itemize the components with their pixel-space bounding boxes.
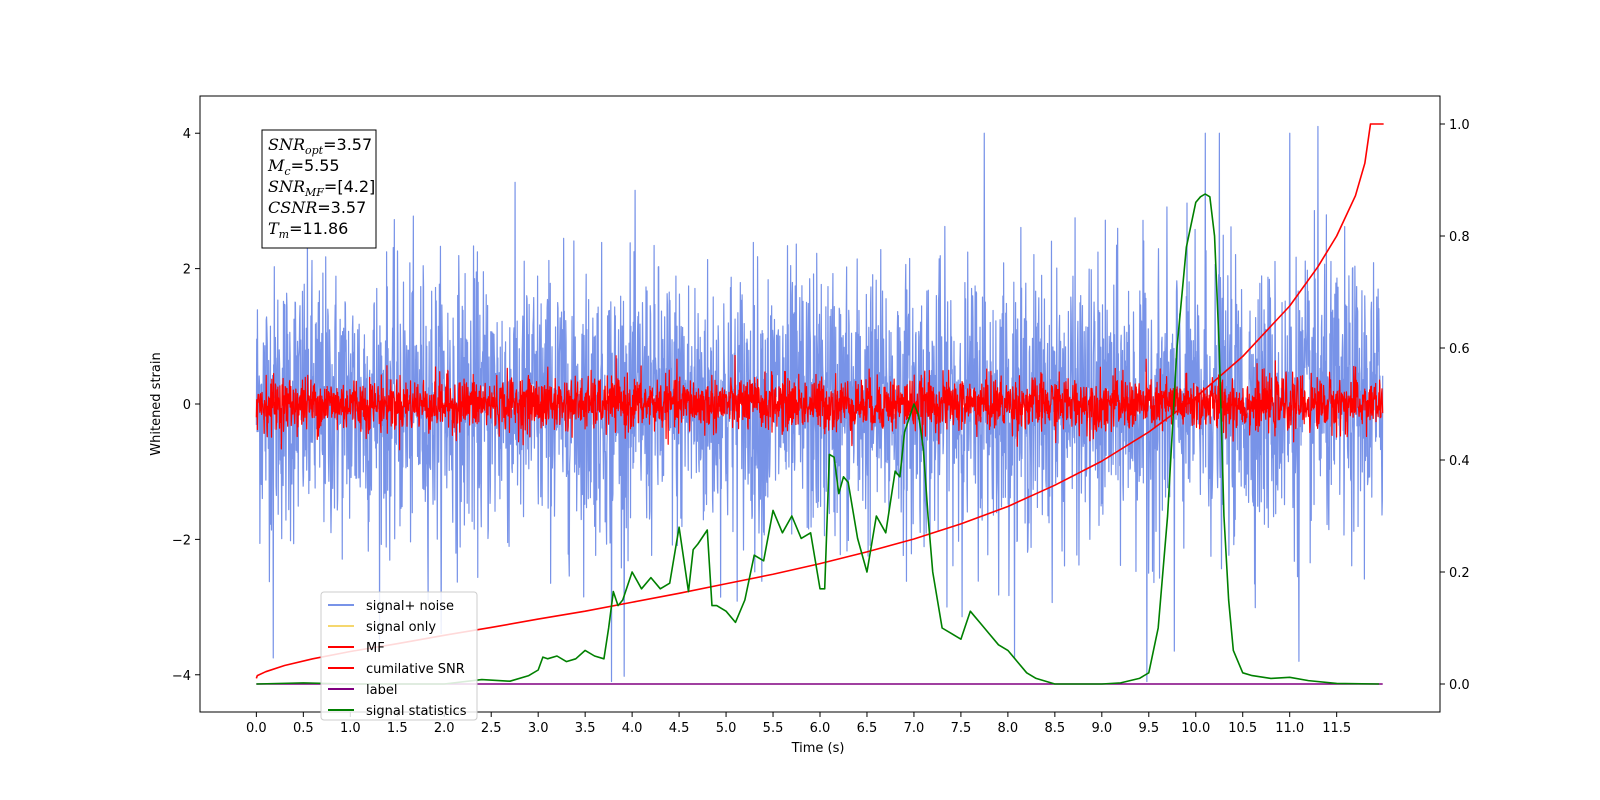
info-var: SNR [268, 135, 305, 154]
y-tick-label: 4 [183, 127, 191, 142]
series-mf [255, 354, 1384, 451]
x-tick-label: 11.5 [1322, 721, 1351, 736]
y-right-tick-label: 0.0 [1449, 678, 1470, 693]
x-tick-label: 5.0 [716, 721, 737, 736]
y-tick-label: 0 [183, 398, 191, 413]
info-sub: opt [305, 144, 324, 157]
y-right-tick-label: 1.0 [1449, 118, 1470, 133]
x-tick-label: 3.5 [575, 721, 596, 736]
info-line: Mc=5.55 [267, 156, 340, 178]
info-var: CSNR [268, 198, 317, 217]
x-tick-label: 0.5 [293, 721, 314, 736]
y-axis-label: Whitened strain [149, 352, 164, 455]
y-right-tick-label: 0.4 [1449, 454, 1470, 469]
info-sub: m [279, 228, 289, 241]
x-tick-label: 1.5 [387, 721, 408, 736]
x-tick-label: 6.5 [857, 721, 878, 736]
x-tick-label: 9.0 [1091, 721, 1112, 736]
x-axis: 0.0 0.5 1.0 1.5 2.0 2.5 3.0 3.5 4.0 4.5 5.0 5.5 6.0 6… [246, 712, 1351, 736]
x-tick-label: 10.5 [1228, 721, 1257, 736]
x-tick-label: 11.0 [1275, 721, 1304, 736]
info-value: =11.86 [289, 219, 348, 238]
x-tick-label: 4.0 [622, 721, 643, 736]
x-tick-label: 7.5 [951, 721, 972, 736]
legend-label: label [366, 683, 397, 698]
y-right-tick-label: 0.8 [1449, 230, 1470, 245]
info-var: T [268, 219, 280, 238]
info-line: SNRopt=3.57 [268, 135, 372, 157]
x-tick-label: 1.0 [340, 721, 361, 736]
y-axis-right: 0.0 0.2 0.4 0.6 0.8 1.0 [1440, 118, 1470, 693]
legend-frame [320, 591, 478, 721]
info-line: CSNR=3.57 [268, 198, 366, 217]
legend-label: MF [366, 641, 385, 656]
x-tick-label: 2.5 [481, 721, 502, 736]
legend-label: signal only [366, 620, 436, 635]
x-tick-label: 8.5 [1045, 721, 1066, 736]
info-line: SNRMF=[4.2] [268, 177, 375, 199]
y-axis-left: −4 −2 0 2 4 [172, 127, 200, 684]
legend-label: signal+ noise [366, 599, 454, 614]
x-tick-label: 8.0 [998, 721, 1019, 736]
x-tick-label: 5.5 [763, 721, 784, 736]
y-tick-label: −2 [172, 533, 191, 548]
x-tick-label: 9.5 [1138, 721, 1159, 736]
x-tick-label: 6.0 [810, 721, 831, 736]
x-tick-label: 0.0 [246, 721, 267, 736]
info-value: =3.57 [323, 135, 372, 154]
y-tick-label: −4 [172, 669, 191, 684]
legend-label: signal statistics [366, 704, 467, 719]
x-tick-label: 2.0 [434, 721, 455, 736]
x-tick-label: 10.0 [1181, 721, 1210, 736]
y-right-tick-label: 0.2 [1449, 566, 1470, 581]
x-axis-label: Time (s) [791, 741, 845, 756]
info-value: =5.55 [291, 156, 340, 175]
info-box: SNRopt=3.57Mc=5.55SNRMF=[4.2]CSNR=3.57Tm… [261, 129, 377, 249]
info-var: SNR [268, 177, 305, 196]
info-value: =[4.2] [324, 177, 375, 196]
y-right-tick-label: 0.6 [1449, 342, 1470, 357]
info-value: =3.57 [317, 198, 366, 217]
y-tick-label: 2 [183, 263, 191, 278]
info-line: Tm=11.86 [268, 219, 348, 241]
info-sub: MF [304, 186, 324, 199]
info-var: M [267, 156, 285, 175]
info-sub: c [284, 165, 290, 178]
series-signal-statistics [256, 193, 1379, 685]
x-tick-label: 7.0 [904, 721, 925, 736]
x-tick-label: 4.5 [669, 721, 690, 736]
legend-label: cumilative SNR [366, 662, 465, 677]
x-tick-label: 3.0 [528, 721, 549, 736]
legend: signal+ noise signal only MF cumilative SNR… [320, 591, 478, 721]
series-signal-noise [255, 125, 1384, 683]
info-box-frame [261, 129, 377, 249]
